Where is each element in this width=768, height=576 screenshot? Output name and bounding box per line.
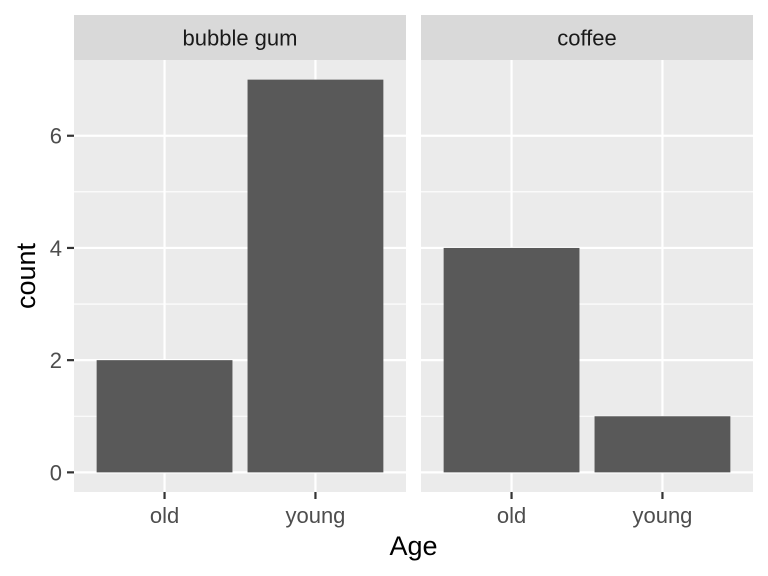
facet-strip bbox=[74, 15, 406, 60]
bar-bubble-gum-young bbox=[247, 79, 384, 473]
x-tick-label: young bbox=[285, 503, 345, 528]
facet-panel-1: old young coffee bbox=[421, 15, 753, 528]
facet-panel-0: old young bubble gum bbox=[74, 15, 406, 528]
facet-strip-label: coffee bbox=[557, 26, 617, 51]
bar-coffee-old bbox=[443, 247, 580, 473]
facet-strip-label: bubble gum bbox=[183, 26, 298, 51]
x-axis-title: Age bbox=[389, 531, 437, 561]
y-tick-label: 0 bbox=[50, 460, 62, 485]
bar-coffee-young bbox=[594, 416, 731, 473]
facet-panels: old young bubble gum old young coffee bbox=[74, 15, 753, 528]
y-tick-label: 6 bbox=[50, 124, 62, 149]
y-tick-label: 4 bbox=[50, 236, 62, 261]
x-tick-label: old bbox=[150, 503, 179, 528]
facet-strip bbox=[421, 15, 753, 60]
y-axis: 0 2 4 6 bbox=[50, 124, 74, 485]
x-tick-label: young bbox=[632, 503, 692, 528]
y-axis-title: count bbox=[11, 242, 41, 309]
bar-bubble-gum-old bbox=[96, 360, 233, 473]
y-tick-label: 2 bbox=[50, 348, 62, 373]
x-tick-label: old bbox=[497, 503, 526, 528]
